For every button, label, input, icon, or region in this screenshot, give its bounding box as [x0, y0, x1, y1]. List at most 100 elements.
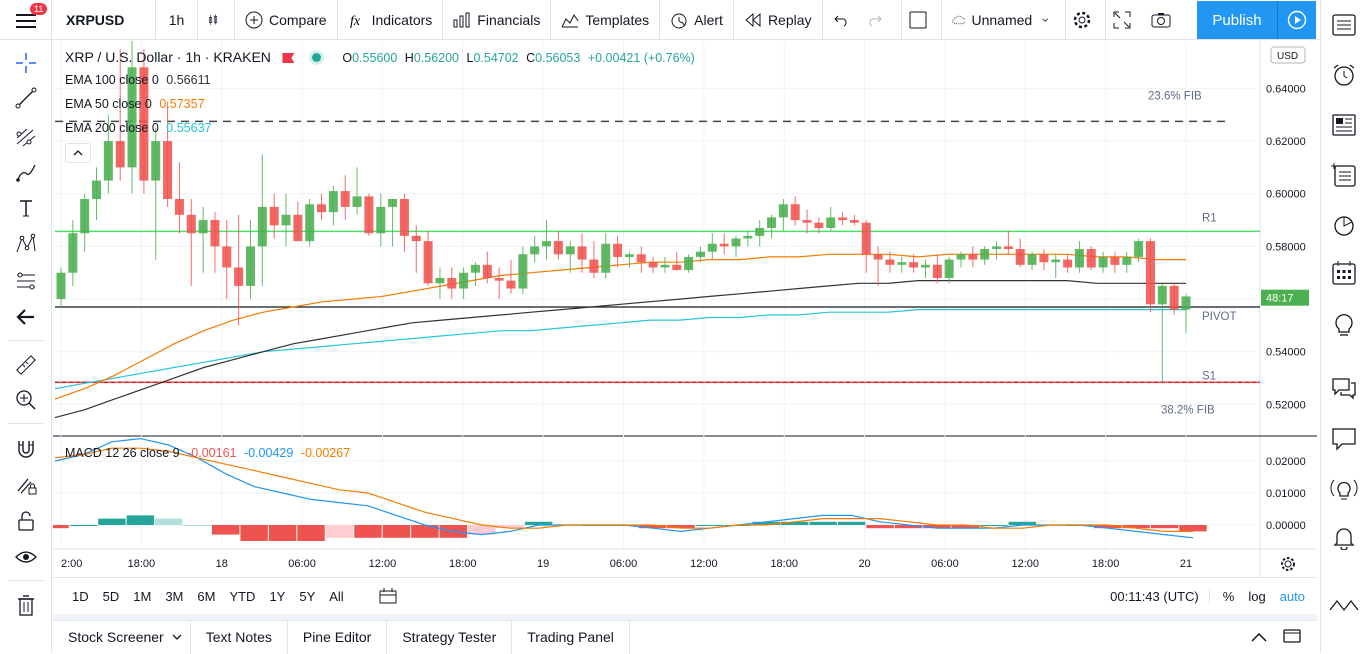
- hide-drawings-tool[interactable]: [13, 544, 39, 570]
- candle-body[interactable]: [234, 267, 244, 286]
- candle-body[interactable]: [826, 217, 836, 228]
- candle-body[interactable]: [790, 204, 800, 221]
- candle-body[interactable]: [494, 278, 504, 281]
- candle-body[interactable]: [423, 241, 433, 284]
- candle-body[interactable]: [518, 254, 528, 289]
- candle-body[interactable]: [103, 141, 113, 181]
- candle-body[interactable]: [731, 238, 741, 247]
- log-toggle[interactable]: log: [1248, 588, 1266, 604]
- ema50-line[interactable]: [54, 253, 1186, 400]
- candle-body[interactable]: [1110, 256, 1120, 265]
- indicators-button[interactable]: fx Indicators: [338, 0, 444, 40]
- replay-button[interactable]: Replay: [734, 0, 823, 40]
- timezone-clock[interactable]: 00:11:43 (UTC): [1100, 588, 1210, 604]
- candle-body[interactable]: [1003, 246, 1013, 250]
- candle-body[interactable]: [932, 264, 942, 278]
- compare-button[interactable]: Compare: [235, 0, 338, 40]
- ema100-legend[interactable]: EMA 100 close 0 0.56611: [65, 73, 211, 87]
- timeframe-ytd[interactable]: YTD: [229, 588, 256, 604]
- tab-text-notes[interactable]: Text Notes: [191, 620, 288, 654]
- hide-toolbar-button[interactable]: [13, 304, 39, 330]
- candle-body[interactable]: [1074, 249, 1084, 268]
- candle-body[interactable]: [435, 278, 445, 284]
- candle-body[interactable]: [245, 246, 255, 286]
- ideas-button[interactable]: [1329, 310, 1359, 340]
- timeframe-5y[interactable]: 5Y: [299, 588, 316, 604]
- candle-body[interactable]: [399, 199, 409, 236]
- timeframe-1y[interactable]: 1Y: [269, 588, 286, 604]
- ema100-line[interactable]: [54, 280, 1186, 419]
- candle-body[interactable]: [281, 214, 291, 226]
- data-window-button[interactable]: [1329, 110, 1359, 140]
- candle-body[interactable]: [115, 141, 125, 168]
- candle-body[interactable]: [210, 220, 220, 247]
- candle-body[interactable]: [542, 241, 552, 247]
- candle-body[interactable]: [1145, 241, 1155, 305]
- candle-body[interactable]: [992, 246, 1002, 250]
- candle-body[interactable]: [470, 264, 480, 273]
- candle-body[interactable]: [151, 141, 161, 181]
- financials-button[interactable]: Financials: [443, 0, 552, 40]
- candle-body[interactable]: [482, 264, 492, 278]
- candle-body[interactable]: [1015, 249, 1025, 265]
- ideas-stream-button[interactable]: [1329, 210, 1359, 240]
- candle-body[interactable]: [68, 233, 78, 273]
- current-price-tag[interactable]: [1261, 289, 1309, 306]
- candle-body[interactable]: [743, 235, 753, 239]
- chart-pane[interactable]: 0.640000.620000.600000.580000.560000.540…: [53, 41, 1317, 577]
- candle-body[interactable]: [719, 243, 729, 247]
- candle-body[interactable]: [695, 251, 705, 257]
- candle-body[interactable]: [968, 254, 978, 260]
- timeframe-1m[interactable]: 1M: [133, 588, 152, 604]
- candle-body[interactable]: [92, 180, 102, 199]
- candle-body[interactable]: [1134, 241, 1144, 257]
- macd-legend[interactable]: MACD 12 26 close 9 -0.00161 -0.00429 -0.…: [65, 446, 350, 460]
- candle-body[interactable]: [186, 214, 196, 234]
- candle-body[interactable]: [530, 246, 540, 255]
- candle-body[interactable]: [755, 227, 765, 236]
- candle-body[interactable]: [944, 259, 954, 278]
- streams-button[interactable]: [1329, 473, 1359, 503]
- tab-trading-panel[interactable]: Trading Panel: [512, 620, 630, 654]
- candle-body[interactable]: [139, 67, 149, 181]
- collapse-legend-button[interactable]: [65, 143, 91, 163]
- candle-body[interactable]: [257, 206, 267, 247]
- redo-button[interactable]: [861, 0, 902, 40]
- candle-body[interactable]: [778, 204, 788, 218]
- fib-tool[interactable]: [13, 124, 39, 150]
- stay-in-drawing-mode-tool[interactable]: [13, 472, 39, 498]
- fullscreen-button[interactable]: [1106, 0, 1144, 40]
- candle-body[interactable]: [1039, 254, 1049, 263]
- candle-body[interactable]: [80, 199, 90, 234]
- percent-toggle[interactable]: %: [1222, 588, 1235, 604]
- candle-body[interactable]: [920, 264, 930, 268]
- timeframe-1d[interactable]: 1D: [72, 588, 89, 604]
- templates-button[interactable]: Templates: [551, 0, 661, 40]
- candle-body[interactable]: [1063, 259, 1073, 268]
- candle-body[interactable]: [767, 217, 777, 228]
- candle-body[interactable]: [684, 256, 694, 271]
- expand-panel-button[interactable]: [1241, 629, 1277, 645]
- candle-body[interactable]: [506, 280, 516, 289]
- candle-body[interactable]: [56, 272, 66, 300]
- candle-body[interactable]: [174, 199, 184, 215]
- alert-button[interactable]: Alert: [660, 0, 734, 40]
- snapshot-button[interactable]: [1144, 0, 1184, 40]
- candle-body[interactable]: [1169, 285, 1179, 310]
- public-chats-button[interactable]: [1329, 373, 1359, 403]
- candle-body[interactable]: [838, 217, 848, 221]
- macd-signal-line[interactable]: [54, 447, 1193, 532]
- candle-body[interactable]: [1086, 249, 1096, 268]
- magnet-tool[interactable]: [13, 436, 39, 462]
- candle-body[interactable]: [660, 264, 670, 268]
- interval-button[interactable]: 1h: [156, 0, 198, 40]
- candle-body[interactable]: [388, 199, 398, 207]
- symbol-title[interactable]: XRP / U.S. Dollar · 1h · KRAKEN: [65, 49, 271, 65]
- candle-body[interactable]: [802, 220, 812, 223]
- text-tool[interactable]: [13, 195, 39, 221]
- ema50-legend[interactable]: EMA 50 close 0 0.57357: [65, 97, 205, 111]
- candle-body[interactable]: [956, 254, 966, 260]
- timeframe-5d[interactable]: 5D: [102, 588, 120, 604]
- candle-body[interactable]: [305, 204, 315, 242]
- lock-drawings-tool[interactable]: [13, 508, 39, 534]
